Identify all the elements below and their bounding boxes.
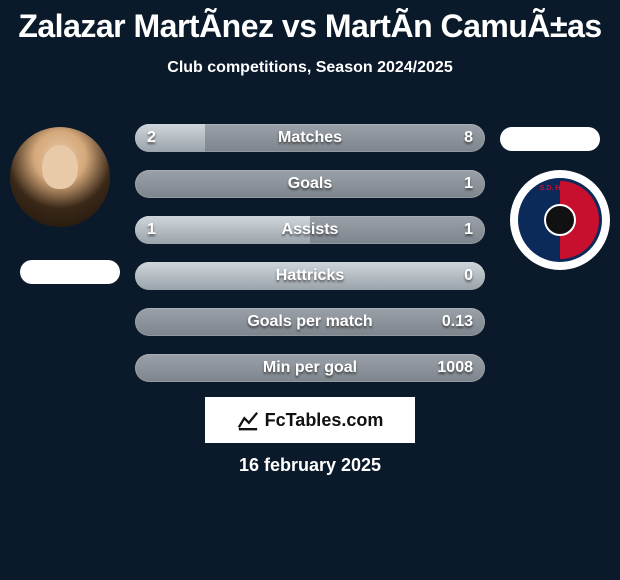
brand-box[interactable]: FcTables.com [205,397,415,443]
brand-text: FcTables.com [265,410,384,431]
stat-label: Goals per match [135,308,485,336]
player-right-country-oval [500,127,600,151]
stat-right-value: 0.13 [442,308,473,336]
stats-bars: 2Matches8Goals11Assists1Hattricks0Goals … [135,124,485,400]
stat-bar: Goals per match0.13 [135,308,485,336]
footer-date: 16 february 2025 [0,455,620,476]
club-badge-text: S.D. Huesca [521,185,599,192]
player-left-photo [10,127,110,227]
page-subtitle: Club competitions, Season 2024/2025 [0,59,620,77]
stat-bar: 2Matches8 [135,124,485,152]
stat-right-value: 1 [464,216,473,244]
stat-bar-fill [135,262,485,290]
player-left-country-oval [20,260,120,284]
stat-bar: 1Assists1 [135,216,485,244]
stat-right-value: 1008 [437,354,473,382]
stat-bar: Hattricks0 [135,262,485,290]
stat-bar-fill [135,124,205,152]
stat-label: Goals [135,170,485,198]
stat-bar-fill [135,216,310,244]
stat-right-value: 1 [464,170,473,198]
club-badge-shield: S.D. Huesca [518,178,602,262]
stat-bar: Goals1 [135,170,485,198]
page-title: Zalazar MartÃ­nez vs MartÃ­n CamuÃ±as [0,0,620,45]
stat-right-value: 8 [464,124,473,152]
stat-label: Min per goal [135,354,485,382]
brand-logo-icon [237,409,259,431]
stat-bar: Min per goal1008 [135,354,485,382]
player-right-club-badge: S.D. Huesca [510,170,610,270]
